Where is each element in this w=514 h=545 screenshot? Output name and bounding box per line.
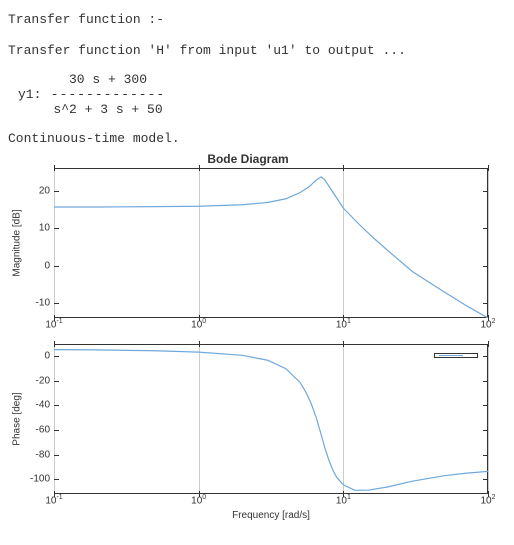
model-type-text: Continuous-time model. [8, 131, 506, 146]
phase-yticks: -100 -80 -60 -40 -20 0 [26, 344, 54, 494]
x-tick-label: 101 [336, 318, 351, 330]
y-tick-label: 10 [39, 223, 50, 234]
x-tick-label: 101 [336, 494, 351, 506]
magnitude-panel: Magnitude [dB] -10 0 10 20 [8, 168, 488, 318]
header-text: Transfer function :- [8, 12, 506, 27]
x-axis-label: Frequency [rad/s] [54, 510, 488, 521]
tf-output-label: y1: [18, 87, 41, 102]
x-tick-label: 100 [191, 494, 206, 506]
magnitude-yticks: -10 0 10 20 [26, 168, 54, 318]
y-tick-label: -40 [36, 400, 50, 411]
legend-box [434, 353, 478, 358]
y-tick-label: 0 [44, 260, 50, 271]
y-tick-label: -100 [30, 474, 50, 485]
magnitude-plot-area [54, 168, 488, 318]
y-tick-label: 20 [39, 185, 50, 196]
magnitude-ylabel: Magnitude [dB] [12, 209, 23, 276]
phase-ylabel: Phase [deg] [12, 392, 23, 445]
bode-diagram: Bode Diagram Magnitude [dB] -1001020 10-… [8, 152, 488, 521]
y-tick-label: 0 [44, 351, 50, 362]
x-tick-label: 10-1 [45, 318, 62, 330]
phase-xticks: 10-1100101102 [54, 494, 488, 510]
tf-numerator: 30 s + 300 [65, 72, 151, 87]
diagram-title: Bode Diagram [8, 152, 488, 166]
y-tick-label: -20 [36, 375, 50, 386]
phase-plot-area [54, 344, 488, 494]
x-tick-label: 102 [480, 318, 495, 330]
tf-description: Transfer function 'H' from input 'u1' to… [8, 43, 506, 58]
tf-rule: ------------- [51, 87, 165, 102]
y-tick-label: -10 [36, 298, 50, 309]
phase-panel: Phase [deg] -100 -80 -60 -40 -20 0 [8, 344, 488, 494]
transfer-function-fraction: y1: 30 s + 300 ------------- s^2 + 3 s +… [8, 72, 506, 117]
x-tick-label: 100 [191, 318, 206, 330]
y-tick-label: -80 [36, 449, 50, 460]
y-tick-label: -60 [36, 425, 50, 436]
tf-denominator: s^2 + 3 s + 50 [49, 102, 166, 117]
x-tick-label: 102 [480, 494, 495, 506]
magnitude-xticks: 10-1100101102 [54, 318, 488, 334]
x-tick-label: 10-1 [45, 494, 62, 506]
